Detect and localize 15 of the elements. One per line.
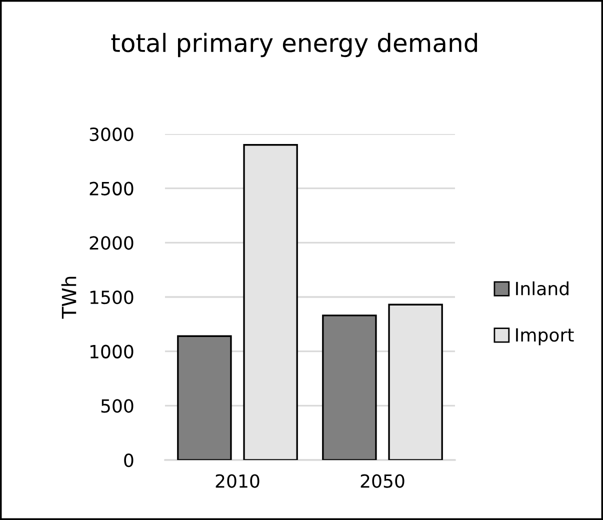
y-tick-label: 2500 (90, 182, 134, 196)
y-axis-title: TWh (61, 276, 76, 319)
y-tick-label: 500 (101, 399, 134, 413)
x-tick-label: 2010 (216, 474, 260, 488)
legend-label: Inland (516, 281, 568, 296)
y-tick-label: 0 (124, 453, 134, 468)
y-tick-label: 3000 (90, 127, 134, 142)
bar (177, 335, 232, 460)
y-tick-label: 1500 (90, 290, 134, 304)
x-tick-label: 2050 (360, 474, 404, 488)
chart-title: total primary energy demand (111, 32, 477, 58)
y-tick-label: 2000 (90, 236, 134, 250)
y-tick-label: 1000 (90, 344, 134, 358)
legend-label: Import (516, 328, 574, 346)
bar (322, 314, 377, 460)
